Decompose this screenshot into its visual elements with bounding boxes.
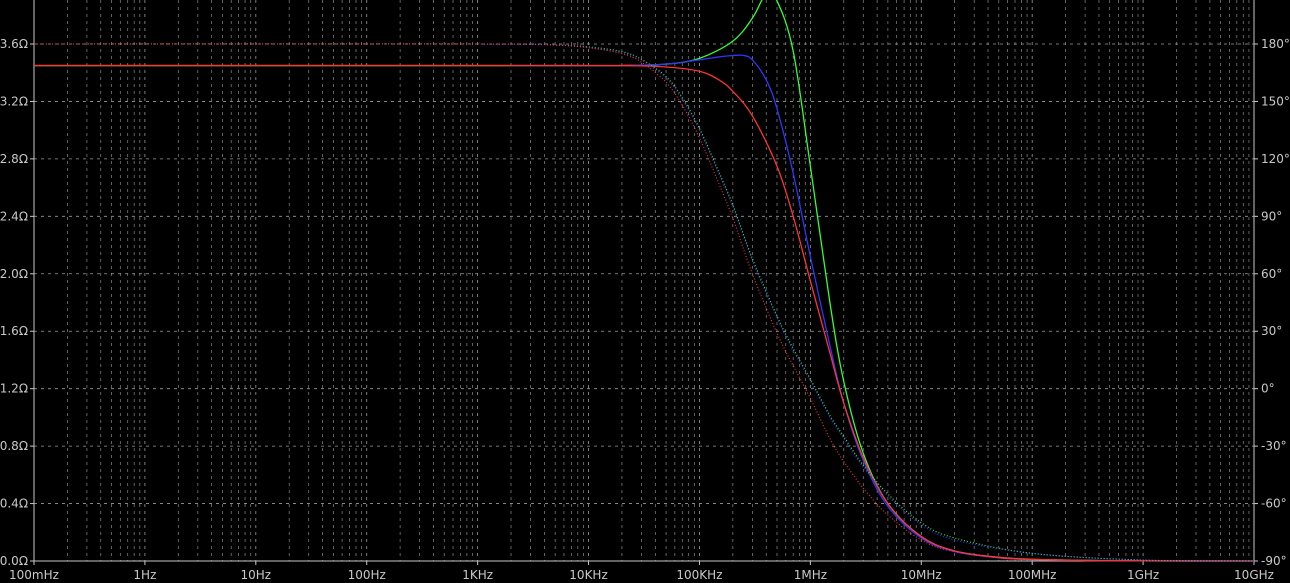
- y-left-tick-label: 1.2Ω: [0, 382, 28, 396]
- y-left-tick-label: 0.4Ω: [0, 497, 28, 511]
- y-left-tick-label: 0.8Ω: [0, 439, 28, 453]
- x-tick-label: 10MHz: [901, 568, 942, 582]
- series-line-6: [34, 43, 1254, 562]
- y-right-tick-label: -90°: [1261, 554, 1287, 568]
- series-line-2: [511, 54, 1254, 562]
- x-tick-label: 10GHz: [1234, 568, 1274, 582]
- y-right-tick-label: 30°: [1261, 324, 1282, 338]
- x-tick-label: 1KHz: [462, 568, 493, 582]
- y-left-tick-label: 0.0Ω: [0, 554, 28, 568]
- series-line-5: [477, 43, 1254, 562]
- series-line-3: [34, 64, 1254, 562]
- x-tick-label: 1Hz: [133, 568, 156, 582]
- y-left-tick-label: 2.8Ω: [0, 152, 28, 166]
- series-line-4: [34, 43, 1254, 562]
- x-tick-label: 10KHz: [569, 568, 607, 582]
- y-right-tick-label: 150°: [1261, 94, 1290, 108]
- y-right-tick-label: 60°: [1261, 267, 1282, 281]
- x-tick-label: 100KHz: [676, 568, 722, 582]
- y-right-tick-label: -30°: [1261, 439, 1287, 453]
- y-left-tick-label: 2.4Ω: [0, 209, 28, 223]
- y-left-tick-label: 3.2Ω: [0, 94, 28, 108]
- x-tick-label: 100mHz: [9, 568, 59, 582]
- series-line-1: [34, 0, 1254, 562]
- x-tick-label: 100Hz: [348, 568, 386, 582]
- x-tick-label: 100MHz: [1008, 568, 1057, 582]
- y-right-tick-label: -60°: [1261, 497, 1287, 511]
- y-left-tick-label: 1.6Ω: [0, 324, 28, 338]
- y-left-tick-label: 2.0Ω: [0, 267, 28, 281]
- x-tick-label: 1GHz: [1127, 568, 1159, 582]
- y-left-tick-label: 3.6Ω: [0, 37, 28, 51]
- x-tick-label: 1MHz: [794, 568, 827, 582]
- y-right-tick-label: 180°: [1261, 37, 1290, 51]
- x-tick-label: 10Hz: [241, 568, 272, 582]
- y-right-tick-label: 90°: [1261, 209, 1282, 223]
- y-right-tick-label: 0°: [1261, 382, 1275, 396]
- y-right-tick-label: 120°: [1261, 152, 1290, 166]
